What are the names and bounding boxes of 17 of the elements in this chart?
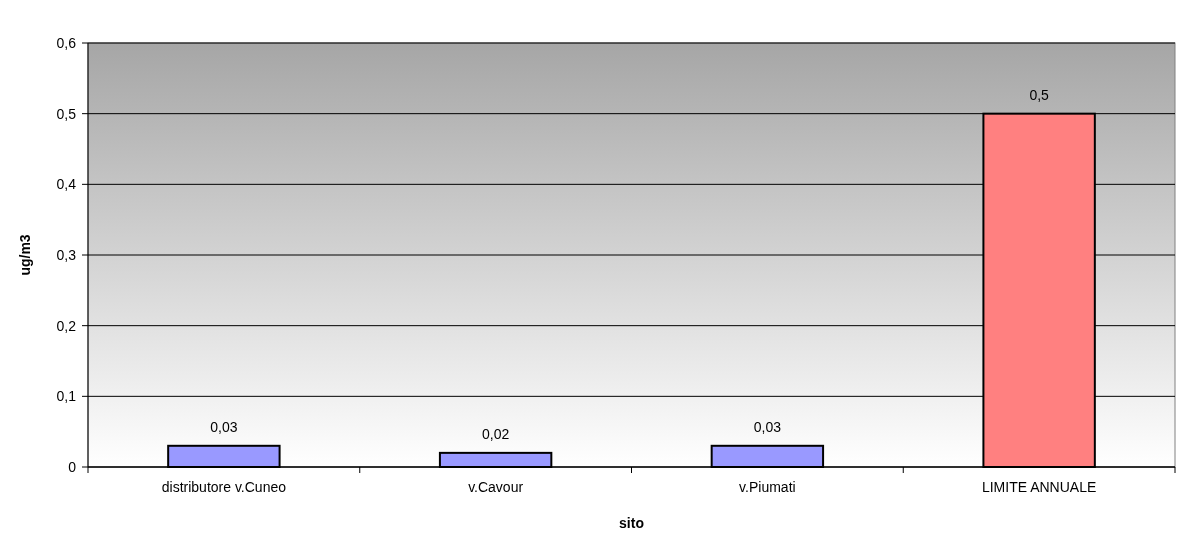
y-axis-title: ug/m3 [17,234,33,276]
y-tick-label: 0,1 [56,388,77,405]
y-tick-label: 0 [68,458,77,475]
x-tick-label: LIMITE ANNUALE [981,479,1097,495]
y-tick-label: 0,4 [56,176,77,193]
y-tick-label: 0,5 [56,105,77,122]
data-label: 0,5 [1029,86,1050,103]
data-label: 0,02 [482,425,510,442]
x-tick-label: v.Piumati [739,479,796,495]
y-tick-label: 0,2 [56,317,77,334]
x-tick-label: distributore v.Cuneo [161,479,287,495]
x-tick-label: v.Cavour [468,479,524,495]
data-label: 0,03 [210,418,238,435]
x-axis-title: sito [619,515,644,531]
y-tick-label: 0,3 [56,246,77,263]
data-label: 0,03 [753,418,782,435]
y-tick-label: 0,6 [56,34,77,51]
